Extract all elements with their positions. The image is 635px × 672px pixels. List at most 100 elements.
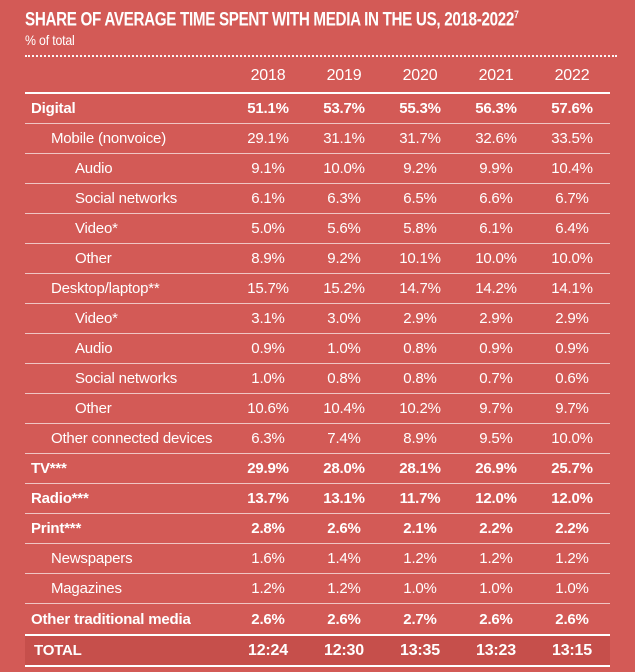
row-value: 9.1% — [251, 160, 285, 178]
row-value: 9.2% — [403, 160, 437, 178]
row-value: 1.0% — [327, 340, 361, 358]
row-label: Audio — [75, 340, 113, 358]
row-value: 55.3% — [399, 100, 441, 118]
row-value: 13.1% — [323, 490, 365, 508]
total-value: 13:23 — [476, 641, 516, 659]
row-value: 57.6% — [551, 100, 593, 118]
total-value: 12:24 — [248, 641, 288, 659]
row-value: 33.5% — [551, 130, 593, 148]
row-value: 9.9% — [479, 160, 513, 178]
row-value: 9.7% — [479, 400, 513, 418]
row-label: Digital — [31, 100, 76, 118]
row-value: 2.2% — [555, 520, 589, 538]
row-value: 28.1% — [399, 460, 441, 478]
row-value: 2.6% — [327, 520, 361, 538]
row-value: 2.6% — [555, 610, 589, 628]
table-row: Print*** 2.8% 2.6% 2.1% 2.2% 2.2% — [25, 514, 610, 545]
table-row: Other connected devices 6.3% 7.4% 8.9% 9.5% 1… — [25, 424, 610, 455]
row-value: 1.2% — [403, 550, 437, 568]
row-label: Other connected devices — [51, 430, 213, 448]
row-value: 10.4% — [551, 160, 593, 178]
row-value: 15.2% — [323, 280, 365, 298]
total-value: 13:35 — [400, 641, 440, 659]
row-value: 9.5% — [479, 430, 513, 448]
row-value: 26.9% — [475, 460, 517, 478]
row-value: 2.1% — [403, 520, 437, 538]
row-value: 8.9% — [251, 250, 285, 268]
row-value: 29.9% — [247, 460, 289, 478]
row-value: 1.0% — [403, 580, 437, 598]
row-value: 32.6% — [475, 130, 517, 148]
figure-subtitle: % of total — [25, 32, 75, 49]
table-row: Newspapers 1.6% 1.4% 1.2% 1.2% 1.2% — [25, 544, 610, 575]
row-value: 1.2% — [555, 550, 589, 568]
row-label: Social networks — [75, 370, 178, 388]
row-value: 1.0% — [555, 580, 589, 598]
row-value: 2.6% — [327, 610, 361, 628]
row-value: 15.7% — [247, 280, 289, 298]
table-row: Other 8.9% 9.2% 10.1% 10.0% 10.0% — [25, 244, 610, 275]
year-header-row: 2018 2019 2020 2021 2022 — [25, 57, 610, 95]
row-value: 2.9% — [555, 310, 589, 328]
row-label: Video* — [75, 220, 118, 238]
row-value: 31.1% — [323, 130, 365, 148]
table-row: TV*** 29.9% 28.0% 28.1% 26.9% 25.7% — [25, 454, 610, 485]
row-value: 6.3% — [327, 190, 361, 208]
row-value: 25.7% — [551, 460, 593, 478]
row-value: 10.2% — [399, 400, 441, 418]
row-label: TV*** — [31, 460, 67, 478]
row-label: Video* — [75, 310, 118, 328]
row-value: 28.0% — [323, 460, 365, 478]
table-row: Audio 9.1% 10.0% 9.2% 9.9% 10.4% — [25, 154, 610, 185]
row-value: 2.7% — [403, 610, 437, 628]
table-row: Desktop/laptop** 15.7% 15.2% 14.7% 14.2% 14.1… — [25, 274, 610, 305]
figure-title-line: SHARE OF AVERAGE TIME SPENT WITH MEDIA I… — [25, 9, 610, 31]
row-value: 0.8% — [327, 370, 361, 388]
row-value: 1.2% — [251, 580, 285, 598]
row-value: 3.1% — [251, 310, 285, 328]
row-value: 1.2% — [479, 550, 513, 568]
row-value: 1.4% — [327, 550, 361, 568]
row-value: 6.1% — [479, 220, 513, 238]
year-header: 2022 — [554, 67, 590, 85]
table-body: Digital 51.1% 53.7% 55.3% 56.3% 57.6% Mobile (… — [25, 94, 610, 634]
row-value: 12.0% — [551, 490, 593, 508]
row-value: 6.4% — [555, 220, 589, 238]
table-row: Audio 0.9% 1.0% 0.8% 0.9% 0.9% — [25, 334, 610, 365]
table-row: Video* 5.0% 5.6% 5.8% 6.1% 6.4% — [25, 214, 610, 245]
row-value: 0.7% — [479, 370, 513, 388]
row-value: 29.1% — [247, 130, 289, 148]
row-value: 2.6% — [479, 610, 513, 628]
row-value: 0.8% — [403, 340, 437, 358]
row-value: 0.9% — [251, 340, 285, 358]
year-header: 2021 — [478, 67, 514, 85]
row-value: 14.7% — [399, 280, 441, 298]
year-header: 2019 — [326, 67, 362, 85]
row-value: 53.7% — [323, 100, 365, 118]
dotted-divider — [25, 55, 617, 58]
row-value: 2.9% — [479, 310, 513, 328]
row-value: 10.0% — [475, 250, 517, 268]
table-row: Other traditional media 2.6% 2.6% 2.7% 2.6% 2… — [25, 604, 610, 634]
row-value: 1.6% — [251, 550, 285, 568]
row-value: 10.0% — [323, 160, 365, 178]
table-row: Digital 51.1% 53.7% 55.3% 56.3% 57.6% — [25, 94, 610, 125]
row-value: 10.1% — [399, 250, 441, 268]
row-value: 31.7% — [399, 130, 441, 148]
year-header: 2018 — [250, 67, 286, 85]
row-value: 0.9% — [555, 340, 589, 358]
media-time-share-table: 2018 2019 2020 2021 2022 Digital 51.1% 53.7% 55… — [25, 57, 610, 668]
row-value: 0.6% — [555, 370, 589, 388]
row-value: 2.2% — [479, 520, 513, 538]
row-value: 9.7% — [555, 400, 589, 418]
row-value: 5.6% — [327, 220, 361, 238]
year-header: 2020 — [402, 67, 438, 85]
row-value: 10.0% — [551, 430, 593, 448]
total-value: 13:15 — [552, 641, 592, 659]
row-label: Audio — [75, 160, 113, 178]
table-row: Radio*** 13.7% 13.1% 11.7% 12.0% 12.0% — [25, 484, 610, 515]
row-value: 14.2% — [475, 280, 517, 298]
row-value: 1.0% — [251, 370, 285, 388]
row-value: 1.2% — [327, 580, 361, 598]
